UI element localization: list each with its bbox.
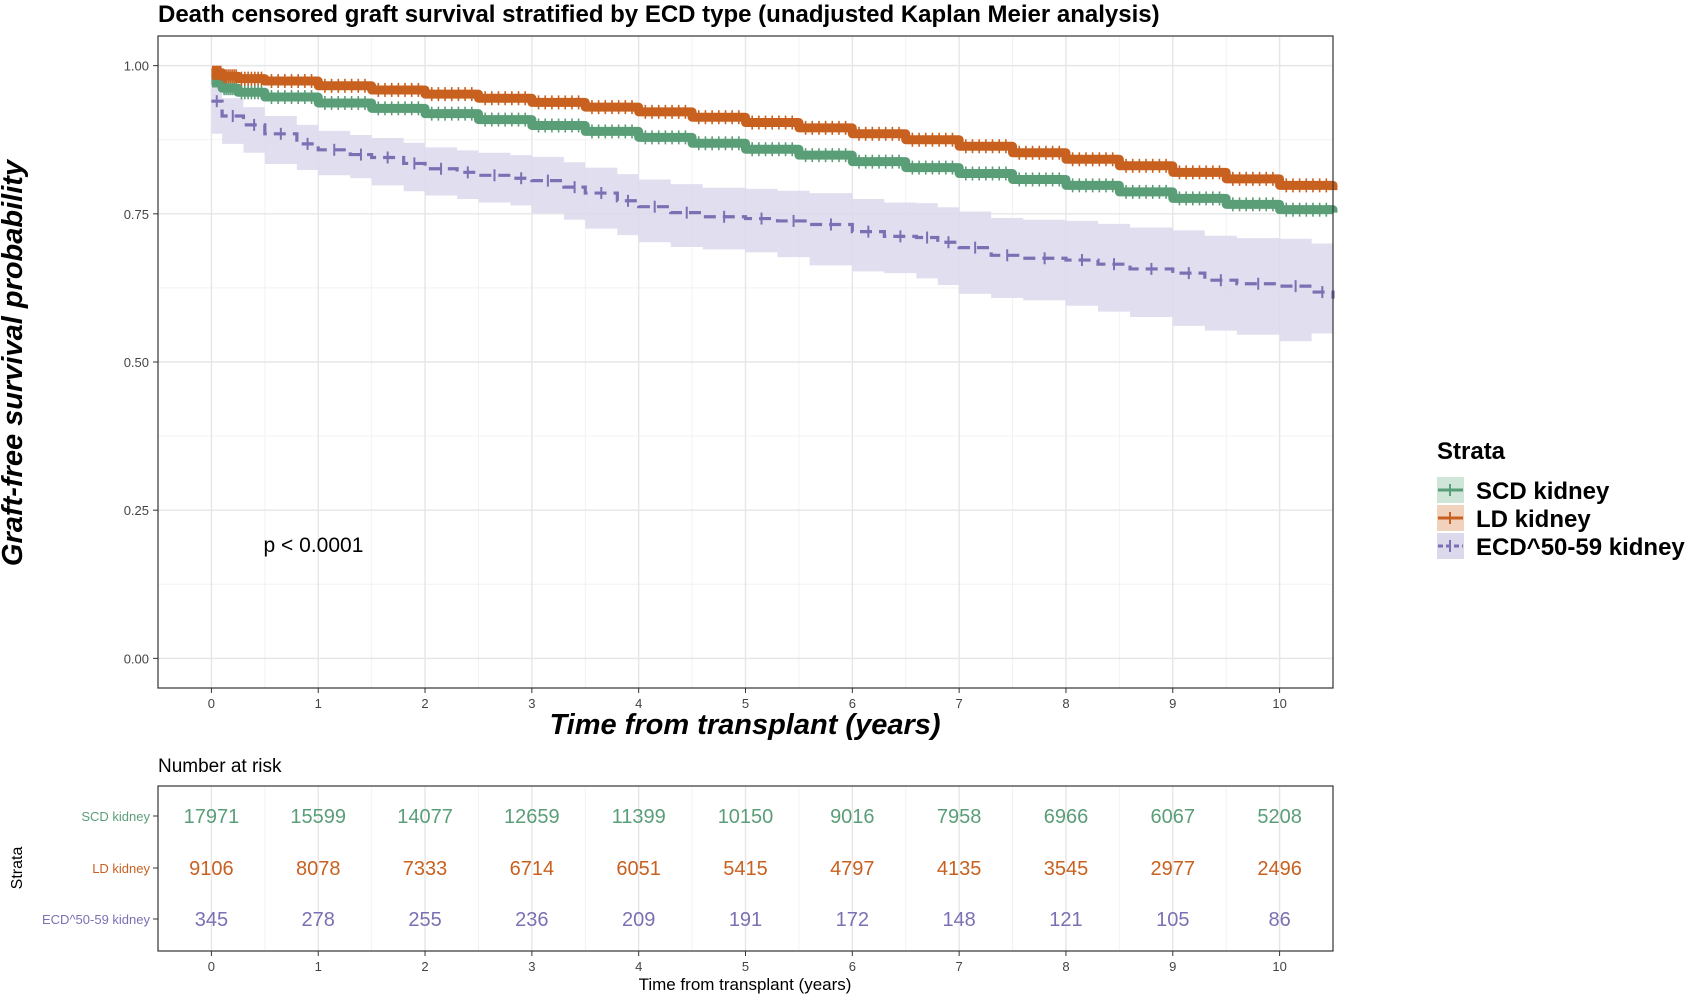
p-value-annotation: p < 0.0001 (264, 534, 364, 557)
x-tick-label: 5 (742, 696, 749, 711)
legend-label-ecd: ECD^50-59 kidney (1476, 534, 1685, 561)
risk-cell-scd: 5208 (1257, 806, 1302, 828)
risk-table-y-title: Strata (9, 847, 26, 890)
risk-cell-ecd: 236 (515, 909, 548, 931)
x-tick-label: 7 (956, 696, 963, 711)
risk-cell-ecd: 345 (195, 909, 228, 931)
risk-table-cells: SCD kidney 17971 15599 14077 12659 11399 10150… (42, 806, 1302, 931)
ecd-confidence-band (211, 83, 1334, 342)
risk-row-label-ld: LD kidney (92, 861, 150, 876)
x-tick-label: 0 (208, 696, 215, 711)
risk-cell-ecd: 121 (1049, 909, 1082, 931)
ld-censor-marks (211, 65, 1328, 193)
risk-x-tick-label: 10 (1272, 959, 1286, 974)
survival-curves-layer (211, 65, 1338, 299)
x-tick-label: 9 (1169, 696, 1176, 711)
y-tick-label: 0.00 (124, 651, 149, 666)
ld-survival-line (211, 68, 1338, 191)
risk-cell-ld: 5415 (723, 858, 768, 880)
y-tick-label: 1.00 (124, 59, 149, 74)
risk-cell-scd: 17971 (184, 806, 240, 828)
risk-cell-ecd: 105 (1156, 909, 1189, 931)
risk-cell-scd: 6966 (1044, 806, 1089, 828)
risk-table-x-ticks: 0 1 2 3 4 5 6 7 8 9 10 (208, 951, 1287, 974)
x-tick-label: 10 (1272, 696, 1286, 711)
risk-cell-ld: 9106 (189, 858, 234, 880)
risk-cell-scd: 11399 (612, 806, 666, 828)
risk-cell-ecd: 172 (836, 909, 869, 931)
number-at-risk-table: Number at risk SCD kidney 17971 15599 14077… (9, 756, 1334, 994)
risk-table-x-title: Time from transplant (years) (639, 975, 852, 994)
ecd-survival-line (211, 99, 1335, 299)
scd-censor-marks (211, 73, 1328, 217)
risk-cell-ecd: 191 (729, 909, 762, 931)
risk-x-tick-label: 5 (742, 959, 749, 974)
risk-cell-ld: 4135 (937, 858, 982, 880)
risk-cell-scd: 12659 (504, 806, 560, 828)
x-tick-label: 1 (315, 696, 322, 711)
risk-cell-ld: 8078 (296, 858, 341, 880)
risk-cell-ld: 6714 (510, 858, 555, 880)
x-tick-label: 3 (528, 696, 535, 711)
risk-x-tick-label: 9 (1169, 959, 1176, 974)
legend-label-scd: SCD kidney (1476, 478, 1610, 505)
risk-cell-ecd: 148 (942, 909, 975, 931)
risk-cell-scd: 6067 (1151, 806, 1196, 828)
risk-x-tick-label: 1 (315, 959, 322, 974)
risk-table-title: Number at risk (158, 756, 282, 777)
x-tick-label: 2 (421, 696, 428, 711)
risk-cell-scd: 9016 (830, 806, 875, 828)
survival-plot-panel: 0 1 2 3 4 5 6 7 8 9 10 0.00 0.25 0.50 0.75 1.00 p < 0.… (124, 35, 1338, 711)
x-axis-title: Time from transplant (years) (549, 709, 940, 741)
legend-title: Strata (1437, 438, 1506, 465)
risk-row-label-ecd: ECD^50-59 kidney (42, 912, 150, 927)
y-tick-label: 0.25 (124, 503, 149, 518)
y-tick-label: 0.75 (124, 207, 149, 222)
risk-x-tick-label: 8 (1062, 959, 1069, 974)
risk-cell-ecd: 255 (408, 909, 441, 931)
risk-row-label-scd: SCD kidney (81, 809, 150, 824)
risk-cell-ld: 2496 (1257, 858, 1302, 880)
risk-cell-ecd: 209 (622, 909, 655, 931)
risk-cell-ecd: 86 (1268, 909, 1290, 931)
risk-x-tick-label: 2 (421, 959, 428, 974)
risk-cell-ecd: 278 (302, 909, 335, 931)
risk-x-tick-label: 7 (956, 959, 963, 974)
risk-cell-ld: 7333 (403, 858, 448, 880)
risk-cell-scd: 7958 (937, 806, 982, 828)
chart-title: Death censored graft survival stratified… (158, 1, 1160, 28)
x-axis-ticks: 0 1 2 3 4 5 6 7 8 9 10 (208, 688, 1287, 711)
risk-cell-scd: 14077 (397, 806, 453, 828)
risk-x-tick-label: 4 (635, 959, 642, 974)
risk-x-tick-label: 0 (208, 959, 215, 974)
risk-cell-scd: 15599 (290, 806, 346, 828)
risk-cell-ld: 3545 (1044, 858, 1089, 880)
y-axis-title: Graft-free survival probability (0, 158, 29, 566)
confidence-band-layer (211, 83, 1334, 342)
x-tick-label: 8 (1062, 696, 1069, 711)
risk-cell-ld: 4797 (830, 858, 875, 880)
ecd-censor-marks (215, 95, 1324, 299)
risk-cell-ld: 6051 (616, 858, 661, 880)
x-tick-label: 4 (635, 696, 642, 711)
scd-survival-line (211, 75, 1338, 215)
risk-x-tick-label: 6 (849, 959, 856, 974)
x-tick-label: 6 (849, 696, 856, 711)
risk-table-grid (210, 786, 1281, 951)
legend-label-ld: LD kidney (1476, 506, 1591, 533)
y-tick-label: 0.50 (124, 355, 149, 370)
risk-cell-ld: 2977 (1151, 858, 1196, 880)
risk-cell-scd: 10150 (718, 806, 774, 828)
y-axis-ticks: 0.00 0.25 0.50 0.75 1.00 (124, 59, 158, 666)
risk-x-tick-label: 3 (528, 959, 535, 974)
